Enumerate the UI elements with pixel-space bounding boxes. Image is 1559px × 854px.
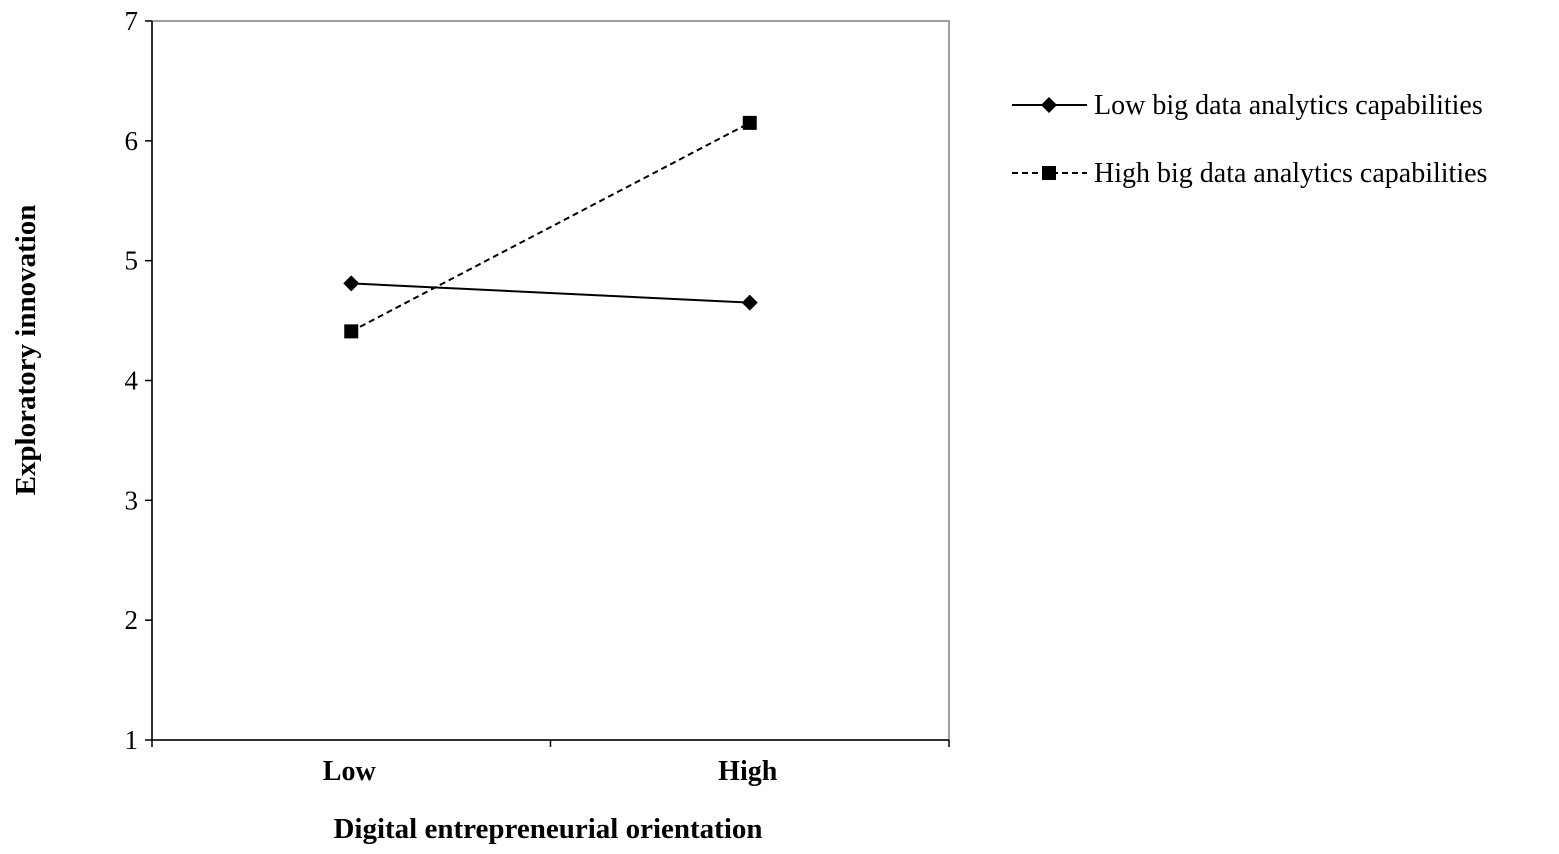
- y-tick-label: 4: [125, 366, 139, 396]
- series-2: [344, 115, 757, 339]
- data-point: [344, 324, 359, 339]
- x-axis-title: Digital entrepreneurial orientation: [333, 813, 762, 845]
- legend-marker: [1042, 166, 1056, 180]
- legend-marker: [1041, 97, 1057, 113]
- y-tick-label: 5: [125, 246, 139, 276]
- series-line: [350, 121, 751, 333]
- plot-border: [151, 20, 950, 741]
- legend: Low big data analytics capabilities High …: [1012, 90, 1487, 189]
- series-line: [351, 282, 750, 304]
- series-layer: [343, 115, 758, 339]
- legend-item-2: High big data analytics capabilities: [1012, 158, 1487, 189]
- data-point: [742, 115, 757, 130]
- x-axis-ticks: Low High: [151, 740, 950, 787]
- x-tick-label: Low: [323, 756, 377, 787]
- y-tick-label: 1: [125, 725, 139, 755]
- data-point: [343, 275, 360, 292]
- y-tick-label: 6: [125, 126, 139, 156]
- y-tick-label: 2: [125, 605, 139, 635]
- legend-item-1: Low big data analytics capabilities: [1012, 90, 1483, 121]
- series-1: [343, 275, 758, 311]
- y-tick-label: 3: [125, 485, 139, 515]
- legend-label: High big data analytics capabilities: [1094, 158, 1487, 189]
- legend-label: Low big data analytics capabilities: [1094, 90, 1483, 121]
- y-tick-label: 7: [125, 6, 139, 36]
- data-point: [741, 294, 758, 311]
- y-axis-ticks: 1 2 3 4 5 6 7: [125, 6, 152, 755]
- y-axis-title: Exploratory innovation: [10, 205, 42, 496]
- x-tick-label: High: [718, 756, 778, 787]
- plot-frame: [151, 20, 950, 741]
